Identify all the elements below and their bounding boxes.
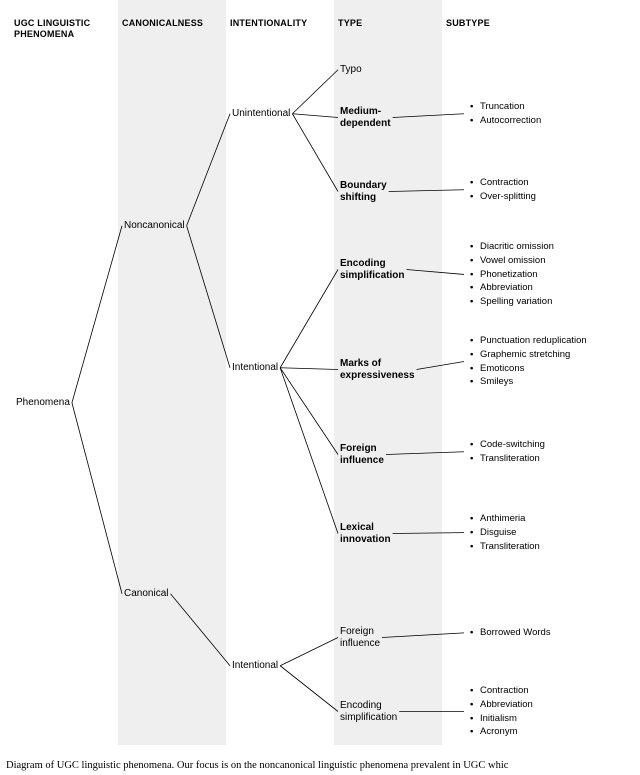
subtype-item: Punctuation reduplication	[470, 334, 587, 348]
subtype-item: Code-switching	[470, 438, 545, 452]
node-marks: Marks of expressiveness	[340, 358, 415, 381]
column-header-c2: CANONICALNESS	[122, 18, 222, 29]
node-int1: Intentional	[232, 362, 278, 374]
subtype-item: Contraction	[470, 176, 536, 190]
node-foreign2: Foreign influence	[340, 626, 380, 649]
subtype-item: Transliteration	[470, 540, 540, 554]
subtype-item: Acronym	[470, 725, 533, 739]
column-header-c4: TYPE	[338, 18, 438, 29]
column-header-c5: SUBTYPE	[446, 18, 636, 29]
subtype-item: Emoticons	[470, 362, 587, 376]
subtype-s_encoding2: ContractionAbbreviationInitialismAcronym	[470, 684, 533, 739]
subtype-item: Truncation	[470, 100, 541, 114]
subtype-s_encoding1: Diacritic omissionVowel omissionPhonetiz…	[470, 240, 554, 309]
node-canon: Canonical	[124, 588, 168, 600]
node-noncanon: Noncanonical	[124, 220, 185, 232]
column-bg-c2	[118, 0, 226, 745]
subtype-item: Borrowed Words	[470, 626, 551, 640]
subtype-item: Transliteration	[470, 452, 545, 466]
subtype-item: Phonetization	[470, 268, 554, 282]
node-boundary: Boundary shifting	[340, 180, 387, 203]
subtype-item: Graphemic stretching	[470, 348, 587, 362]
subtype-item: Abbreviation	[470, 281, 554, 295]
subtype-s_marks: Punctuation reduplicationGraphemic stret…	[470, 334, 587, 389]
subtype-item: Spelling variation	[470, 295, 554, 309]
subtype-item: Over-splitting	[470, 190, 536, 204]
subtype-item: Initialism	[470, 712, 533, 726]
subtype-item: Contraction	[470, 684, 533, 698]
subtype-s_foreign1: Code-switchingTransliteration	[470, 438, 545, 466]
node-unint: Unintentional	[232, 108, 290, 120]
subtype-item: Smileys	[470, 375, 587, 389]
subtype-s_foreign2: Borrowed Words	[470, 626, 551, 640]
node-encoding2: Encoding simplification	[340, 700, 397, 723]
subtype-s_lexical: AnthimeriaDisguiseTransliteration	[470, 512, 540, 553]
subtype-s_boundary: ContractionOver-splitting	[470, 176, 536, 204]
node-medium: Medium- dependent	[340, 106, 391, 129]
subtype-item: Autocorrection	[470, 114, 541, 128]
column-header-c3: INTENTIONALITY	[230, 18, 330, 29]
node-root: Phenomena	[16, 397, 70, 409]
subtype-item: Vowel omission	[470, 254, 554, 268]
figure-caption: Diagram of UGC linguistic phenomena. Our…	[6, 760, 508, 771]
subtype-s_medium: TruncationAutocorrection	[470, 100, 541, 128]
node-encoding1: Encoding simplification	[340, 258, 404, 281]
subtype-item: Diacritic omission	[470, 240, 554, 254]
node-int2: Intentional	[232, 660, 278, 672]
subtype-item: Anthimeria	[470, 512, 540, 526]
node-lexical: Lexical innovation	[340, 522, 391, 545]
column-header-c1: UGC LINGUISTIC PHENOMENA	[14, 18, 114, 40]
subtype-item: Disguise	[470, 526, 540, 540]
subtype-item: Abbreviation	[470, 698, 533, 712]
node-foreign1: Foreign influence	[340, 443, 384, 466]
node-typo: Typo	[340, 64, 362, 76]
